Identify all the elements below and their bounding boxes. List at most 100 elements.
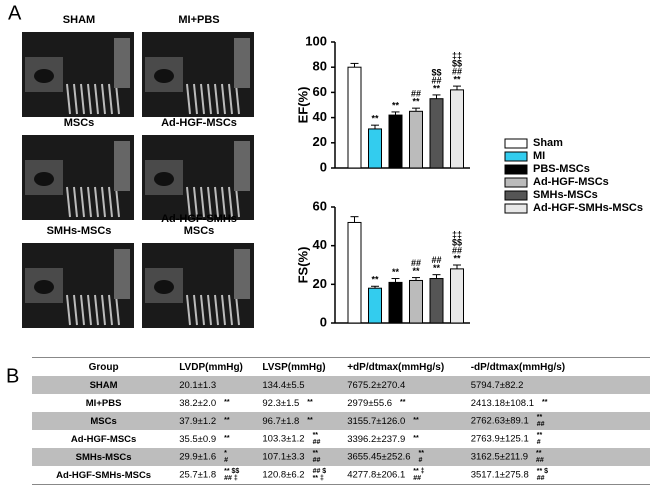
significance-mark: ** $ — [536, 468, 549, 475]
echo-label: Ad-HGF-MSCs — [161, 117, 237, 129]
significance-mark: # — [224, 457, 229, 464]
significance-mark: ** — [400, 399, 406, 407]
echo-cavity — [34, 69, 54, 83]
bar — [409, 110, 423, 169]
significance-mark: ** $$ — [224, 468, 240, 475]
table-cell: 2979±55.6 ** — [343, 394, 466, 412]
significance-mark: ## — [536, 457, 544, 464]
echo-trace — [186, 83, 191, 115]
significance-marks: ** — [413, 417, 418, 424]
cell-value: 96.7±1.8 — [262, 415, 300, 427]
echo-trace — [200, 294, 205, 326]
significance-mark: ## — [536, 421, 545, 428]
bar — [409, 279, 423, 324]
cell-value: 35.5±0.9 — [179, 433, 217, 445]
echo-text — [234, 38, 250, 88]
y-tick-label: 40 — [313, 237, 327, 252]
table-cell: 4277.8±206.1 ** ‡ ## — [343, 466, 466, 485]
echo-text — [114, 249, 130, 299]
legend-swatch — [504, 190, 528, 201]
echo-label: MSCs — [184, 225, 215, 237]
header-cell: LVDP(mmHg) — [179, 361, 243, 373]
echo-trace — [87, 294, 92, 326]
significance-mark: ** — [224, 399, 230, 407]
table-cell: 3155.7±126.0 ** — [343, 412, 467, 430]
bar — [429, 278, 444, 324]
legend-label: Sham — [533, 137, 563, 149]
cell-value: 3155.7±126.0 — [347, 415, 406, 427]
table-cell: 3655.45±252.6 ** # — [343, 448, 467, 466]
table-cell: 25.7±1.8 ** $$ ## ‡ — [175, 466, 258, 485]
echo-trace — [228, 294, 233, 326]
echo-text — [114, 38, 130, 88]
hemodynamics-table: Group LVDP(mmHg) LVSP(mmHg) +dP/dtmax(mmHg/… — [32, 357, 650, 485]
legend-swatch — [504, 203, 528, 214]
significance-mark: ** — [536, 414, 543, 421]
echo-trace — [73, 83, 78, 115]
significance-mark: $$ — [452, 237, 462, 247]
echo-trace — [80, 83, 85, 115]
significance-mark: ** — [433, 83, 441, 93]
echo-trace — [115, 294, 120, 326]
echo-trace — [235, 294, 240, 326]
echo-cavity — [154, 69, 174, 83]
table-cell: 3396.2±237.9 ** — [343, 430, 466, 448]
significance-marks: ** $ ## — [537, 468, 548, 482]
significance-marks: ** — [542, 399, 547, 406]
legend-swatch — [504, 164, 528, 175]
echo-label: Ad-HGF-SMHs — [161, 213, 237, 225]
legend-swatch — [504, 177, 528, 188]
significance-mark: ** — [307, 417, 313, 425]
echo-trace — [193, 294, 198, 326]
significance-mark: ## — [312, 439, 321, 446]
significance-marks: ** — [224, 399, 229, 406]
bar — [429, 98, 444, 169]
header-cell: -dP/dtmax(mmHg/s) — [470, 361, 566, 373]
panel-b-label: B — [6, 365, 19, 387]
y-tick-label: 60 — [313, 84, 327, 99]
significance-mark: ** — [413, 435, 419, 443]
significance-mark: ** — [392, 100, 400, 110]
echo-trace — [94, 83, 99, 115]
table-cell: 38.2±2.0 ** — [175, 394, 258, 412]
cell-value: 107.1±3.3 — [262, 451, 305, 463]
y-axis-label: FS(%) — [295, 247, 310, 284]
y-tick-label: 0 — [320, 314, 327, 329]
echo-trace — [87, 186, 92, 218]
header-cell: LVSP(mmHg) — [262, 361, 326, 373]
y-tick-label: 40 — [313, 109, 327, 124]
echo-label: SHAM — [63, 14, 95, 26]
y-tick-label: 20 — [313, 134, 327, 149]
significance-mark: ** — [536, 432, 543, 439]
echo-trace — [200, 83, 205, 115]
bar — [388, 281, 403, 324]
legend-label: Ad-HGF-SMHs-MSCs — [533, 202, 643, 214]
echo-label: MSCs — [64, 117, 95, 129]
significance-marks: ** — [307, 417, 312, 424]
significance-marks: ** $$ ## ‡ — [224, 468, 239, 482]
table-row: MSCs 37.9±1.2 ** 96.7±1.8 ** 3155.7±126.0 ** 27… — [32, 412, 650, 430]
y-tick-label: 100 — [305, 33, 327, 48]
table-cell: 134.4±5.5 — [258, 376, 344, 394]
header-cell: Group — [88, 361, 119, 373]
echo-trace — [186, 186, 191, 218]
bar — [450, 268, 464, 324]
echo-trace — [87, 83, 92, 115]
significance-mark: ** — [418, 450, 424, 457]
table-cell: 96.7±1.8 ** — [258, 412, 344, 430]
echo-trace — [221, 83, 226, 115]
significance-marks: ** — [413, 435, 418, 442]
significance-marks: ** ## — [313, 432, 321, 446]
echo-trace — [200, 186, 205, 218]
bar — [347, 221, 362, 324]
echo-trace — [235, 186, 240, 218]
table-cell: 29.9±1.6 * # — [175, 448, 259, 466]
cell-value: SHAM — [89, 379, 118, 391]
significance-mark: ** ‡ — [312, 475, 324, 482]
echo-trace — [108, 294, 113, 326]
significance-mark: ** — [312, 432, 319, 439]
significance-mark: $$ — [452, 58, 462, 68]
echo-trace — [193, 83, 198, 115]
significance-mark: $$ — [431, 67, 441, 77]
echo-trace — [186, 294, 191, 326]
